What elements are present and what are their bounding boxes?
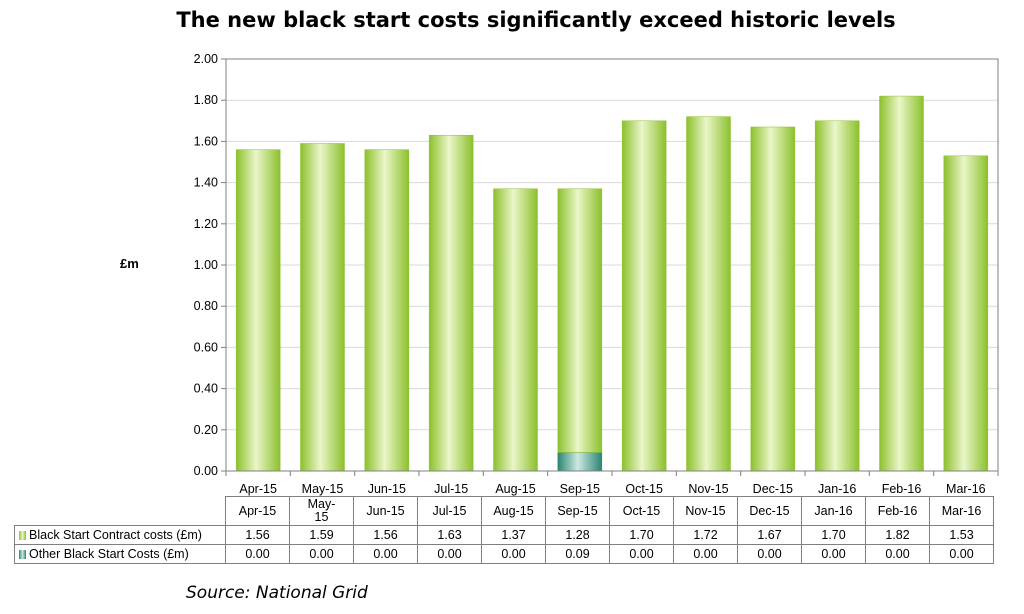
x-tick-label: Oct-15	[625, 482, 663, 496]
table-value-cell: 1.70	[609, 525, 674, 545]
legend-contract: Black Start Contract costs (£m)	[14, 525, 226, 545]
bar-contract	[750, 126, 796, 472]
table-row-other: Other Black Start Costs (£m) 0.00 0.00 0.0…	[14, 544, 994, 564]
y-tick-label: 1.00	[194, 258, 218, 272]
legend-label-other: Other Black Start Costs (£m)	[29, 546, 189, 561]
y-tick-label: 1.60	[194, 134, 218, 148]
bar-contract	[686, 116, 731, 472]
y-tick-label: 0.40	[194, 382, 218, 396]
table-value-cell: 1.28	[545, 525, 610, 545]
x-tick-label: Nov-15	[688, 482, 728, 496]
bar-contract	[557, 188, 603, 453]
table-value-cell: 1.37	[481, 525, 546, 545]
y-tick-label: 2.00	[194, 52, 218, 66]
table-value-cell: 0.00	[353, 544, 418, 564]
bar-other	[557, 452, 603, 472]
x-tick-label: Feb-16	[882, 482, 922, 496]
plot-border	[225, 58, 999, 472]
plot-frame	[225, 58, 999, 472]
x-tick-label: Aug-15	[495, 482, 535, 496]
legend-swatch-contract	[19, 530, 26, 540]
y-tick-label: 0.20	[194, 423, 218, 437]
x-tick-label: Sep-15	[560, 482, 600, 496]
x-axis-ticks: Apr-15 May-15 Jun-15 Jul-15 Aug-15 Sep-15 Oct-…	[225, 471, 999, 496]
table-header-cell: Mar-16	[929, 496, 994, 526]
y-tick-label: 1.40	[194, 176, 218, 190]
x-tick-label: Dec-15	[753, 482, 793, 496]
table-header-cell: Oct-15	[609, 496, 674, 526]
table-value-cell: 1.70	[801, 525, 866, 545]
bar-contract	[943, 155, 989, 472]
bar-contract	[235, 149, 281, 472]
table-value-cell: 1.63	[417, 525, 482, 545]
table-header-cell: Sep-15	[545, 496, 610, 526]
table-value-cell: 0.00	[609, 544, 674, 564]
table-value-cell: 1.72	[673, 525, 738, 545]
table-header-cell: Apr-15	[225, 496, 290, 526]
bar-chart: 0.00 0.20 0.40 0.60 0.80 1.00 1.20 1.40 1.60 1.80…	[194, 52, 999, 496]
table-row-contract: Black Start Contract costs (£m) 1.56 1.59…	[14, 525, 994, 545]
source-note: Source: National Grid	[186, 583, 368, 603]
table-header-cell: Nov-15	[673, 496, 738, 526]
table-header-cell: Dec-15	[737, 496, 802, 526]
table-value-cell: 0.00	[673, 544, 738, 564]
table-header-cell: May- 15	[289, 496, 354, 526]
table-header-row: Apr-15 May- 15 Jun-15 Jul-15 Aug-15 Sep-15 Oct-…	[14, 496, 994, 526]
x-tick-label: Apr-15	[239, 482, 277, 496]
bar-contract	[621, 120, 667, 472]
table-value-cell: 1.82	[865, 525, 930, 545]
chart-title: The new black start costs significantly …	[176, 8, 896, 32]
table-value-cell: 1.59	[289, 525, 354, 545]
table-header-cell: Aug-15	[481, 496, 546, 526]
bar-contract	[879, 95, 924, 472]
table-header-cell: Jun-15	[353, 496, 418, 526]
y-axis-ticks: 0.00 0.20 0.40 0.60 0.80 1.00 1.20 1.40 1.60 1.80…	[194, 52, 226, 478]
table-value-cell: 0.00	[929, 544, 994, 564]
table-header-cell: Jan-16	[801, 496, 866, 526]
table-value-cell: 1.56	[353, 525, 418, 545]
table-value-cell: 0.00	[289, 544, 354, 564]
x-tick-label: Mar-16	[946, 482, 986, 496]
legend-label-contract: Black Start Contract costs (£m)	[29, 527, 202, 542]
table-value-cell: 1.67	[737, 525, 802, 545]
legend-other: Other Black Start Costs (£m)	[14, 544, 226, 564]
x-tick-label: May-15	[302, 482, 344, 496]
table-value-cell: 1.56	[225, 525, 290, 545]
table-header-cell: Jul-15	[417, 496, 482, 526]
x-tick-label: Jan-16	[818, 482, 856, 496]
table-value-cell: 1.53	[929, 525, 994, 545]
table-value-cell: 0.00	[865, 544, 930, 564]
y-tick-label: 0.80	[194, 299, 218, 313]
table-value-cell: 0.00	[481, 544, 546, 564]
y-tick-label: 0.00	[194, 464, 218, 478]
table-corner	[14, 496, 226, 526]
y-tick-label: 0.60	[194, 340, 218, 354]
bar-contract	[364, 149, 410, 472]
legend-swatch-other	[19, 549, 26, 559]
table-value-cell: 0.00	[417, 544, 482, 564]
table-header-cell: Feb-16	[865, 496, 930, 526]
y-axis-label: £m	[120, 256, 139, 271]
bars	[235, 95, 989, 472]
data-table: Apr-15 May- 15 Jun-15 Jul-15 Aug-15 Sep-15 Oct-…	[14, 496, 994, 564]
bar-contract	[493, 188, 538, 472]
table-value-cell: 0.00	[225, 544, 290, 564]
x-tick-label: Jun-15	[368, 482, 406, 496]
bar-contract	[814, 120, 860, 472]
table-value-cell: 0.00	[801, 544, 866, 564]
y-tick-label: 1.80	[194, 93, 218, 107]
bar-contract	[300, 143, 345, 472]
bar-contract	[428, 134, 474, 472]
table-value-cell: 0.09	[545, 544, 610, 564]
table-value-cell: 0.00	[737, 544, 802, 564]
y-tick-label: 1.20	[194, 217, 218, 231]
x-tick-label: Jul-15	[434, 482, 468, 496]
